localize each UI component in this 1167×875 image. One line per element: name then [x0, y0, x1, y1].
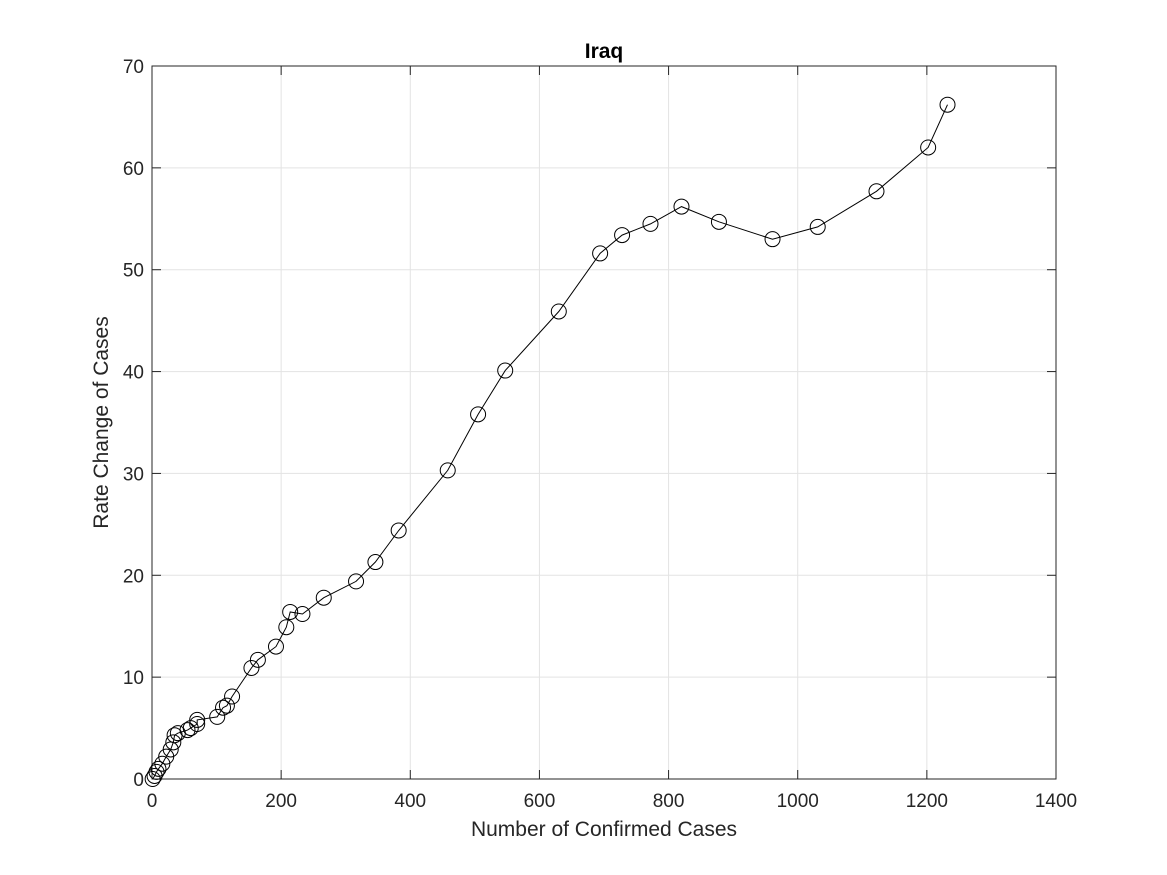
data-point-marker: [550, 303, 567, 320]
chart-title: Iraq: [585, 40, 624, 63]
data-point-marker: [189, 715, 206, 732]
data-point-marker: [614, 227, 631, 244]
data-point-marker: [710, 213, 727, 230]
y-tick-label: 20: [123, 566, 144, 587]
x-tick-label: 200: [265, 791, 297, 812]
x-tick-label: 600: [524, 791, 556, 812]
data-point-marker: [278, 619, 295, 636]
data-point-marker: [348, 573, 365, 590]
y-tick-label: 40: [123, 363, 144, 384]
x-tick-labels: 0 200 400 600 800 1000 1200 1400: [147, 791, 1077, 812]
data-point-marker: [390, 522, 407, 539]
data-point-marker: [809, 218, 826, 235]
y-tick-label: 70: [123, 57, 144, 78]
data-point-marker: [209, 708, 226, 725]
data-point-marker: [148, 763, 165, 780]
data-point-marker: [267, 638, 284, 655]
plot-area-border: [151, 65, 1057, 780]
x-tick-label: 1000: [777, 791, 819, 812]
data-point-marker: [673, 198, 690, 215]
data-point-marker: [439, 462, 456, 479]
data-point-marker: [189, 711, 206, 728]
axis-ticks: [151, 65, 1057, 780]
y-tick-label: 60: [123, 159, 144, 180]
data-point-marker: [367, 554, 384, 571]
data-point-marker: [179, 722, 196, 739]
data-point-marker: [315, 589, 332, 606]
data-point-marker: [920, 139, 937, 156]
data-point-marker: [939, 96, 956, 113]
data-point-marker: [224, 688, 241, 705]
y-tick-label: 30: [123, 464, 144, 485]
y-tick-labels: 0 10 20 30 40 50 60 70: [123, 57, 144, 791]
y-axis-label: Rate Change of Cases: [90, 316, 113, 528]
x-tick-label: 400: [394, 791, 426, 812]
data-point-marker: [150, 760, 167, 777]
x-tick-label: 1200: [906, 791, 948, 812]
data-point-marker: [282, 603, 299, 620]
data-point-marker: [497, 362, 514, 379]
data-point-marker: [218, 697, 235, 714]
x-tick-label: 1400: [1035, 791, 1077, 812]
data-point-marker: [249, 651, 266, 668]
series-line: [152, 104, 948, 780]
y-tick-label: 0: [133, 770, 144, 791]
x-axis-label: Number of Confirmed Cases: [471, 818, 737, 841]
data-point-marker: [165, 734, 182, 751]
y-tick-label: 50: [123, 261, 144, 282]
x-tick-label: 0: [147, 791, 158, 812]
grid-lines: [152, 66, 1056, 779]
data-point-marker: [868, 183, 885, 200]
data-point-marker: [470, 406, 487, 423]
data-point-marker: [642, 215, 659, 232]
data-point-marker: [592, 245, 609, 262]
y-tick-label: 10: [123, 668, 144, 689]
data-point-marker: [764, 231, 781, 248]
data-point-marker: [294, 605, 311, 622]
data-point-marker: [243, 659, 260, 676]
x-tick-label: 800: [653, 791, 685, 812]
data-point-marker: [215, 699, 232, 716]
series-layer: [144, 96, 956, 787]
